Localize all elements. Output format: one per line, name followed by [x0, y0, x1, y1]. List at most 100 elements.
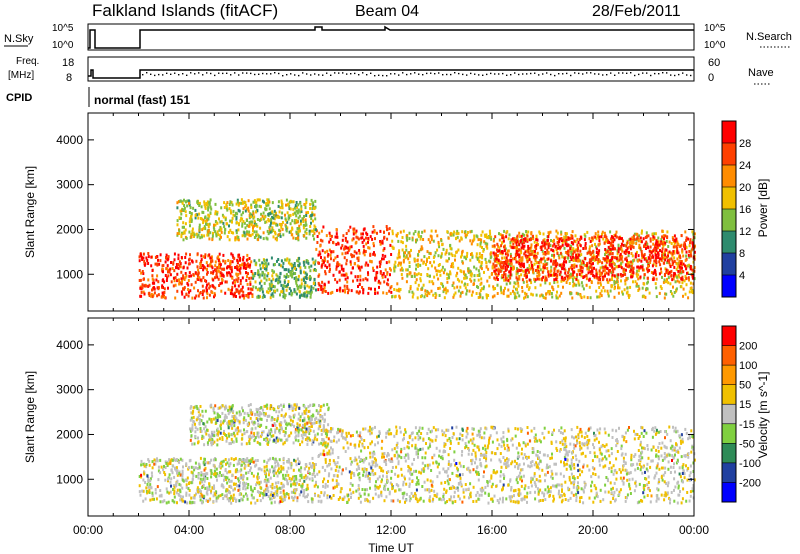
echo-cell [379, 271, 382, 275]
echo-cell [282, 291, 285, 294]
echo-cell [283, 495, 286, 499]
echo-cell [497, 267, 500, 271]
echo-cell [184, 210, 187, 214]
echo-cell [480, 255, 483, 259]
echo-cell [235, 439, 238, 443]
echo-cell [518, 255, 521, 259]
nave-dot [606, 74, 608, 76]
echo-cell [261, 199, 264, 203]
echo-cell [299, 269, 302, 273]
nave-dot [426, 72, 428, 75]
echo-cell [626, 247, 629, 251]
echo-cell [451, 262, 454, 266]
echo-cell [176, 488, 179, 492]
echo-cell [269, 289, 271, 293]
echo-cell [490, 235, 493, 239]
echo-cell [309, 292, 312, 296]
echo-cell [293, 458, 296, 462]
echo-cell [271, 216, 274, 219]
echo-cell [643, 257, 646, 261]
echo-cell [421, 230, 424, 234]
echo-cell [507, 294, 510, 298]
echo-cell [676, 257, 679, 261]
echo-cell [163, 499, 166, 503]
echo-cell [646, 276, 649, 280]
echo-cell [621, 260, 624, 264]
echo-cell [579, 249, 582, 253]
echo-cell [666, 230, 669, 234]
echo-cell [452, 281, 455, 285]
echo-cell [510, 267, 513, 270]
echo-cell [278, 263, 281, 267]
echo-cell [281, 221, 284, 224]
echo-cell [172, 488, 175, 491]
echo-cell [665, 268, 668, 272]
echo-cell [229, 272, 232, 276]
echo-cell [265, 481, 268, 485]
echo-cell [456, 229, 459, 233]
echo-cell [287, 458, 290, 461]
echo-cell [244, 209, 247, 213]
echo-cell [245, 294, 248, 297]
echo-cell [235, 266, 238, 270]
echo-cell [625, 244, 628, 248]
echo-cell [624, 282, 627, 286]
echo-cell [666, 255, 669, 259]
echo-cell [235, 229, 238, 233]
echo-cell [531, 293, 534, 297]
echo-cell [243, 466, 246, 470]
nave-dot [326, 72, 328, 74]
echo-cell [579, 235, 582, 239]
echo-cell [470, 242, 473, 246]
echo-cell [356, 236, 359, 240]
echo-cell [522, 247, 525, 250]
echo-cell [630, 264, 633, 268]
echo-cell [485, 293, 488, 297]
echo-cell [209, 284, 212, 288]
echo-cell [539, 283, 542, 287]
echo-cell [182, 274, 185, 278]
echo-cell [202, 477, 205, 481]
echo-cell [243, 234, 246, 238]
echo-cell [688, 265, 691, 269]
echo-cell [273, 500, 276, 504]
echo-cell [287, 214, 290, 218]
echo-cell [617, 273, 620, 277]
echo-cell [219, 266, 222, 270]
echo-cell [597, 295, 600, 299]
echo-cell [306, 475, 309, 479]
echo-cell [140, 271, 143, 275]
echo-cell [613, 238, 616, 242]
echo-cell [691, 289, 694, 293]
echo-cell [270, 293, 273, 297]
echo-cell [267, 262, 270, 266]
echo-cell [340, 264, 343, 268]
echo-cell [246, 230, 248, 234]
echo-cell [648, 249, 651, 253]
echo-cell [265, 236, 268, 240]
echo-cell [594, 242, 596, 246]
echo-cell [175, 466, 178, 470]
echo-cell [601, 271, 603, 275]
echo-cell [256, 477, 259, 481]
echo-cell [238, 269, 241, 273]
echo-cell [357, 256, 360, 260]
echo-cell [314, 483, 317, 487]
echo-cell [426, 250, 429, 254]
echo-cell [280, 283, 283, 287]
echo-cell [271, 486, 274, 490]
echo-cell [503, 278, 506, 282]
echo-cell [258, 467, 261, 471]
echo-cell [190, 496, 193, 500]
echo-cell [527, 230, 530, 234]
echo-cell [153, 281, 156, 285]
echo-cell [226, 497, 229, 501]
echo-cell [299, 271, 302, 275]
echo-cell [308, 232, 311, 236]
echo-cell [185, 293, 188, 297]
echo-cell [261, 287, 264, 291]
echo-cell [201, 284, 204, 288]
echo-cell [652, 235, 655, 239]
echo-cell [469, 230, 472, 234]
echo-cell [450, 265, 453, 268]
